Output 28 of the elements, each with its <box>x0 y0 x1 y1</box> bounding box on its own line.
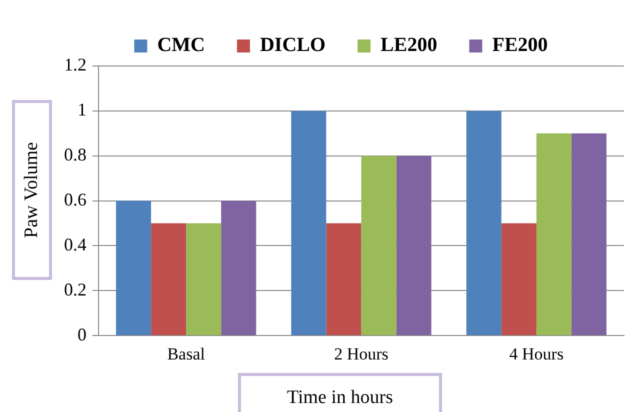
y-tick-label: 0.6 <box>64 190 86 210</box>
y-tick-label: 1.2 <box>64 54 86 75</box>
x-axis-title: Time in hours <box>287 387 393 409</box>
y-tick-label: 0.2 <box>64 279 86 300</box>
x-tick-label: 2 Hours <box>334 344 388 364</box>
legend-label: CMC <box>157 34 205 56</box>
y-axis-title: Paw Volume <box>21 142 43 238</box>
bar <box>361 156 396 336</box>
y-tick-label: 0.8 <box>64 144 86 165</box>
legend-label: DICLO <box>260 34 326 56</box>
x-tick-label: Basal <box>167 344 206 364</box>
legend-label: FE200 <box>492 34 548 56</box>
legend-label: LE200 <box>380 34 438 56</box>
bar <box>396 156 432 336</box>
x-tick-label: 4 Hours <box>509 344 564 364</box>
bar <box>186 223 222 336</box>
bar <box>571 133 606 336</box>
bar <box>221 200 256 336</box>
bar <box>326 223 362 336</box>
y-tick-label: 1 <box>78 100 86 120</box>
bar <box>501 223 536 336</box>
bar <box>291 110 326 336</box>
y-tick-label: 0.4 <box>64 234 86 254</box>
y-tick-label: 0 <box>78 324 86 344</box>
bar <box>466 110 502 336</box>
bar <box>116 200 152 336</box>
bar <box>536 133 572 336</box>
bar <box>151 223 186 336</box>
